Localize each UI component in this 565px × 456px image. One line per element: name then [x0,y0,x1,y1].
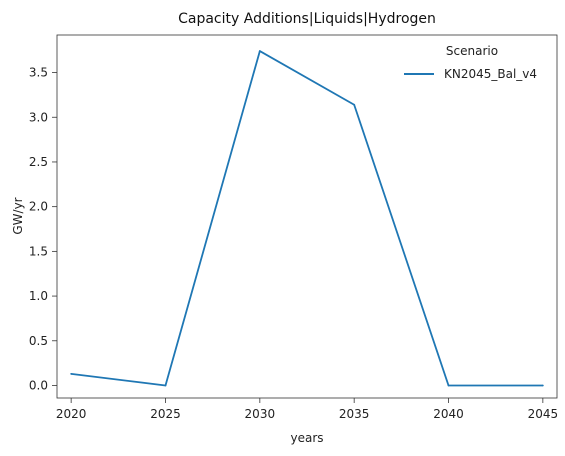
y-tick-label: 2.5 [29,155,48,169]
x-tick-label: 2035 [339,407,370,421]
y-tick-label: 1.0 [29,289,48,303]
x-tick-label: 2020 [56,407,87,421]
y-tick-label: 0.0 [29,378,48,392]
x-axis: 2020 2025 2030 2035 2040 2045 [56,398,558,421]
x-tick-label: 2030 [245,407,276,421]
y-tick-label: 1.5 [29,244,48,258]
legend-title: Scenario [446,44,498,58]
data-point [258,50,261,52]
data-point [447,384,450,387]
series-line-0 [71,50,543,387]
data-point [164,384,167,387]
data-point [541,384,544,387]
x-axis-label: years [290,431,323,445]
legend: Scenario KN2045_Bal_v4 [404,44,537,81]
data-point [353,103,356,106]
x-tick-label: 2045 [528,407,559,421]
chart-title: Capacity Additions|Liquids|Hydrogen [178,11,436,27]
x-tick-label: 2025 [150,407,181,421]
data-point [70,372,73,375]
x-tick-label: 2040 [433,407,464,421]
y-tick-label: 0.5 [29,334,48,348]
y-tick-label: 2.0 [29,200,48,214]
y-tick-label: 3.0 [29,110,48,124]
series-layer [70,50,544,387]
plot-area-frame [56,34,558,399]
legend-series-label: KN2045_Bal_v4 [444,67,537,81]
y-axis-label: GW/yr [11,197,25,234]
y-tick-label: 3.5 [29,66,48,80]
y-axis: 0.0 0.5 1.0 1.5 2.0 2.5 3.0 3.5 [29,66,57,392]
